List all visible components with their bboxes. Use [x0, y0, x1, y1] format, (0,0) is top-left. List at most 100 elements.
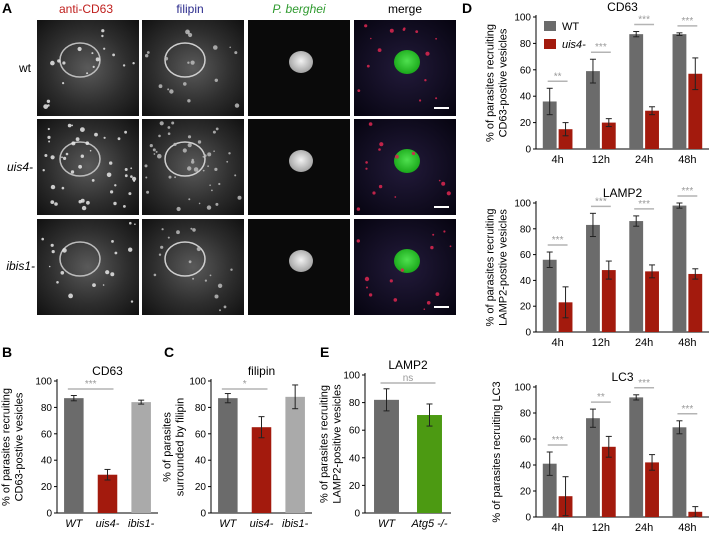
- vesicle-dot: [92, 283, 96, 287]
- vesicle-dot: [41, 237, 44, 241]
- micrograph-background: [142, 219, 244, 315]
- significance-label: ***: [638, 378, 650, 389]
- significance-label: ***: [85, 379, 97, 390]
- y-tick-label: 60: [520, 435, 532, 446]
- vesicle-dot: [111, 240, 114, 243]
- bar: [688, 273, 703, 332]
- x-tick-label: 24h: [635, 522, 653, 534]
- vesicle-dot: [443, 230, 446, 233]
- vesicle-dot: [229, 46, 231, 49]
- bar: [629, 221, 644, 332]
- vesicle-dot: [67, 123, 72, 128]
- vesicle-dot: [130, 300, 134, 303]
- y-tick-label: 40: [349, 453, 361, 464]
- y-tick-label: 20: [520, 302, 532, 313]
- vesicle-dot: [80, 127, 85, 132]
- x-tick-label: WT: [219, 518, 237, 530]
- x-tick-label: 12h: [592, 522, 610, 534]
- y-axis-label: % of parasites recruiting LC3: [491, 381, 503, 522]
- y-axis-label-line: % of parasites recruiting: [319, 385, 331, 503]
- vesicle-dot: [198, 202, 201, 205]
- vesicle-dot: [389, 279, 393, 283]
- vesicle-dot: [368, 122, 373, 126]
- micrograph-tile: [37, 119, 139, 215]
- vesicle-dot: [153, 273, 157, 277]
- vesicle-dot: [449, 245, 452, 248]
- vesicle-dot: [182, 148, 187, 153]
- vesicle-dot: [207, 152, 212, 157]
- bar: [251, 427, 272, 513]
- x-tick-label: ibis1-: [128, 518, 155, 530]
- vesicle-dot: [366, 286, 368, 289]
- vesicle-dot: [75, 137, 80, 142]
- vesicle-dot: [81, 205, 87, 211]
- y-tick-label: 40: [520, 276, 532, 287]
- vesicle-dot: [438, 179, 441, 182]
- vesicle-dot: [167, 88, 170, 91]
- col-label-cd63: anti-CD63: [59, 2, 113, 16]
- vesicle-dot: [218, 182, 221, 186]
- vesicle-dot: [61, 156, 63, 159]
- chart-title: LC3: [611, 370, 633, 384]
- vesicle-dot: [130, 175, 133, 178]
- vesicle-dot: [50, 184, 56, 190]
- vesicle-dot: [155, 150, 158, 153]
- vesicle-dot: [394, 196, 397, 198]
- vesicle-dot: [43, 104, 49, 109]
- significance-label: **: [554, 71, 562, 82]
- x-tick-label: WT: [65, 518, 83, 530]
- vesicle-dot: [70, 170, 75, 174]
- vesicle-dot: [209, 184, 211, 186]
- vesicle-dot: [395, 154, 399, 159]
- vesicle-dot: [51, 250, 55, 254]
- vesicle-dot: [188, 260, 192, 264]
- vesicle-dot: [424, 79, 427, 82]
- vesicle-dot: [193, 167, 199, 172]
- chart-title: filipin: [248, 364, 275, 378]
- vesicle-dot: [77, 46, 82, 52]
- vacuole-ring: [59, 141, 101, 177]
- vesicle-dot: [234, 174, 237, 177]
- vesicle-dot: [159, 121, 164, 126]
- significance-label: ***: [638, 15, 650, 26]
- vesicle-dot: [95, 57, 100, 62]
- significance-label: ***: [552, 235, 564, 246]
- vesicle-dot: [378, 184, 383, 189]
- vesicle-dot: [134, 223, 136, 225]
- significance-label: ***: [682, 16, 694, 27]
- vesicle-dot: [133, 180, 136, 182]
- vesicle-dot: [167, 126, 171, 129]
- micrograph-tile: [142, 219, 244, 315]
- vesicle-dot: [50, 60, 55, 66]
- vesicle-dot: [60, 271, 65, 275]
- micrograph-tile: [248, 219, 350, 315]
- y-tick-label: 100: [343, 371, 360, 382]
- vesicle-dot: [206, 205, 212, 210]
- vesicle-dot: [106, 172, 112, 178]
- y-axis-label-line: % of parasites recruiting LC3: [491, 381, 503, 522]
- bar: [374, 399, 399, 513]
- vesicle-dot: [435, 97, 438, 100]
- vesicle-dot: [48, 140, 51, 143]
- bar: [672, 205, 687, 332]
- vesicle-dot: [132, 62, 135, 65]
- significance-label: ***: [638, 199, 650, 210]
- vesicle-dot: [190, 227, 193, 230]
- parasite: [289, 51, 313, 73]
- vesicle-dot: [426, 301, 431, 305]
- significance-label: ns: [403, 373, 414, 384]
- x-tick-label: Atg5 -/-: [410, 518, 447, 530]
- bar: [586, 71, 600, 149]
- bar: [218, 398, 238, 513]
- vesicle-dot: [204, 279, 207, 282]
- vesicle-dot: [164, 56, 169, 61]
- bar: [672, 427, 687, 517]
- vesicle-dot: [57, 59, 61, 63]
- bar: [601, 270, 616, 332]
- significance-label: *: [243, 379, 247, 390]
- vesicle-dot: [234, 51, 238, 55]
- y-tick-label: 100: [35, 377, 52, 388]
- y-axis-label-line: surrounded by filipin: [175, 398, 187, 496]
- chart-title: LAMP2: [603, 186, 643, 200]
